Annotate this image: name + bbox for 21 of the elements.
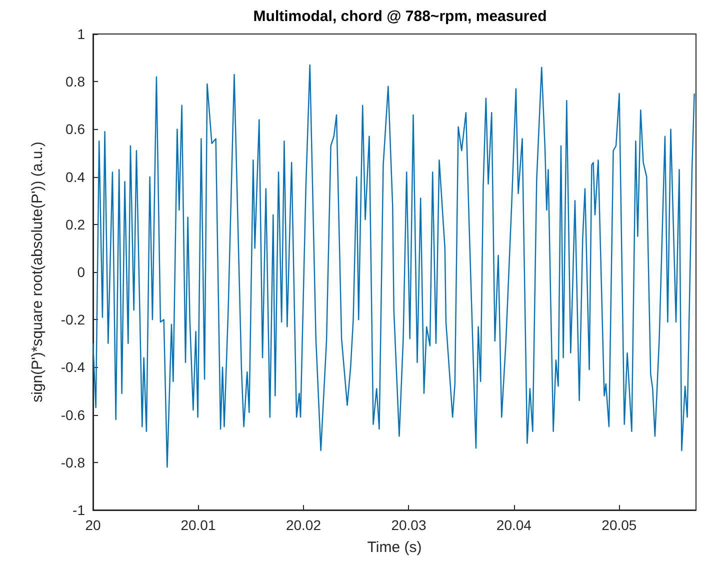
x-axis-title: Time (s) — [367, 539, 422, 556]
y-axis-title: sign(P')*square root(absolute(P')) (a.u.) — [29, 142, 46, 402]
y-tick-label: 0.2 — [66, 216, 86, 232]
x-tick-label: 20.03 — [391, 517, 426, 533]
y-tick-label: 0.6 — [66, 121, 86, 138]
chart-title: Multimodal, chord @ 788~rpm, measured — [253, 8, 547, 25]
y-tick-label: 0 — [77, 264, 86, 280]
x-tick-label: 20 — [85, 517, 101, 533]
x-tick-label: 20.04 — [496, 517, 532, 533]
x-tick-label: 20.02 — [286, 517, 322, 533]
y-tick-label: 1 — [77, 26, 86, 42]
y-tick-label: 0.8 — [66, 74, 86, 90]
x-tick-label: 20.01 — [180, 517, 216, 533]
line-series — [92, 64, 695, 468]
y-tick-label: 0.4 — [66, 168, 86, 185]
y-tick-label: -0.4 — [60, 359, 86, 376]
y-tick-label: -0.8 — [60, 454, 86, 470]
y-tick-label: -1 — [72, 502, 86, 518]
y-tick-label: -0.2 — [60, 312, 86, 328]
x-tick-label: 20.05 — [602, 517, 637, 533]
y-tick-label: -0.6 — [60, 406, 86, 423]
